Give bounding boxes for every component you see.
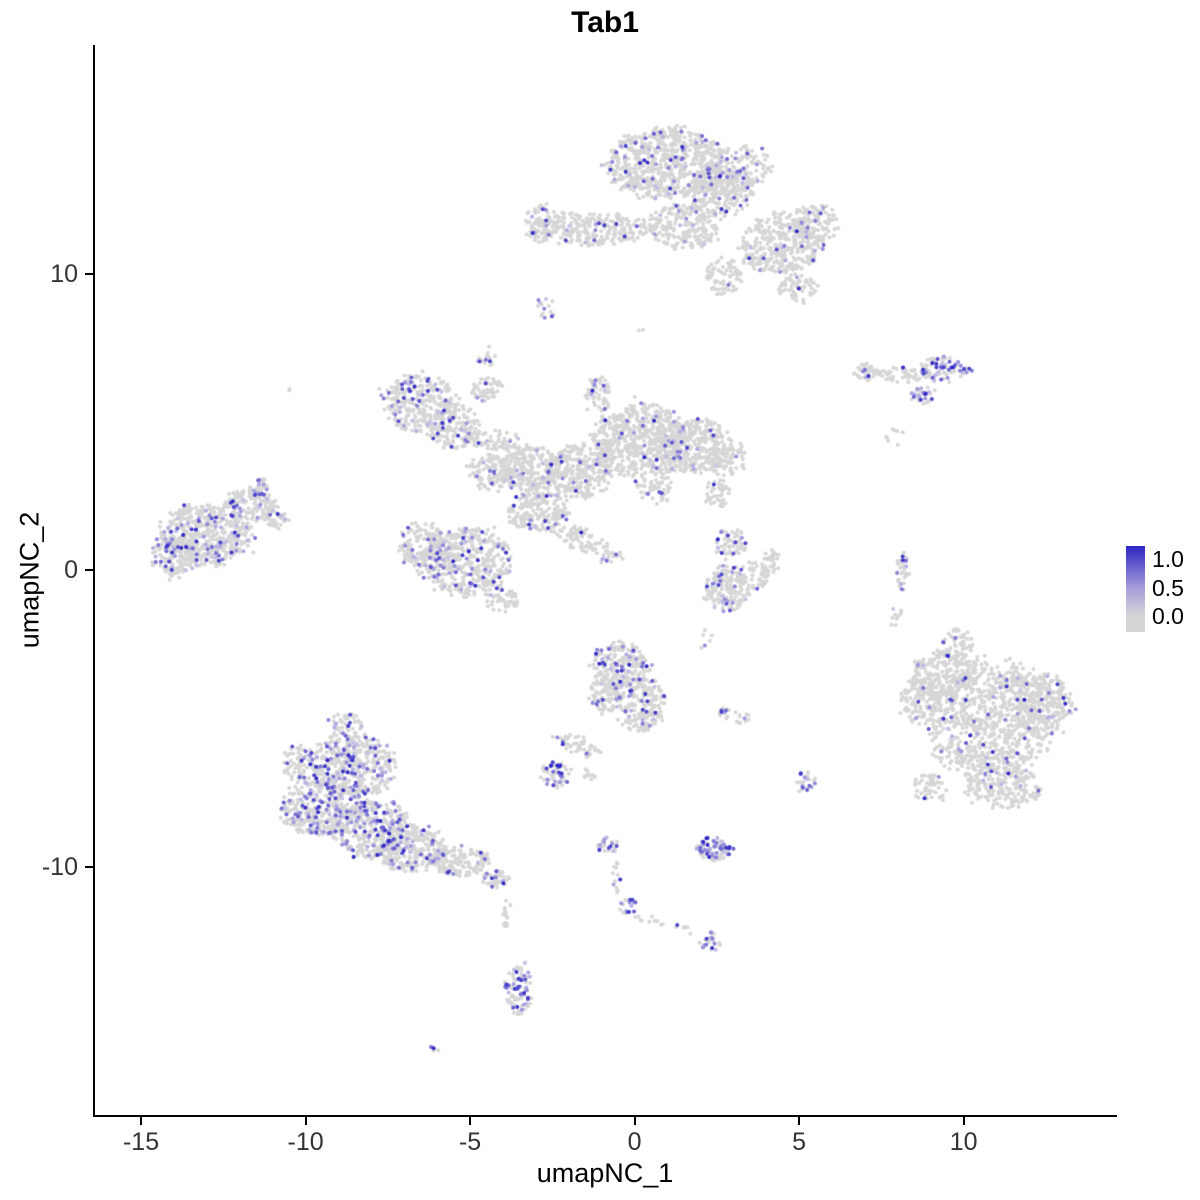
x-tick-label: 10 bbox=[949, 1128, 978, 1156]
x-tick-mark bbox=[304, 1117, 307, 1125]
x-tick-mark bbox=[962, 1117, 965, 1125]
x-tick-mark bbox=[140, 1117, 143, 1125]
colorbar-label-mid: 0.5 bbox=[1152, 574, 1184, 601]
x-tick-mark bbox=[633, 1117, 636, 1125]
y-tick-label: 10 bbox=[50, 259, 78, 288]
x-tick-label: -15 bbox=[122, 1128, 160, 1156]
scatter-points-canvas bbox=[95, 45, 1115, 1115]
x-axis-line bbox=[93, 1115, 1117, 1117]
y-axis-title: umapNC_2 bbox=[14, 511, 45, 649]
colorbar-gradient bbox=[1126, 546, 1145, 632]
colorbar-labels: 1.0 0.5 0.0 bbox=[1152, 548, 1184, 628]
y-tick-mark bbox=[85, 866, 93, 869]
colorbar-label-high: 1.0 bbox=[1152, 546, 1184, 572]
x-tick-label: 0 bbox=[627, 1128, 642, 1156]
x-tick-mark bbox=[798, 1117, 801, 1125]
x-tick-label: 5 bbox=[792, 1128, 807, 1156]
x-tick-label: -5 bbox=[458, 1128, 482, 1156]
y-tick-label: -10 bbox=[41, 853, 78, 882]
y-tick-mark bbox=[85, 272, 93, 275]
colorbar-label-low: 0.0 bbox=[1152, 603, 1184, 629]
y-tick-mark bbox=[85, 569, 93, 572]
x-tick-mark bbox=[469, 1117, 472, 1125]
x-axis-title: umapNC_1 bbox=[536, 1158, 674, 1188]
y-tick-label: 0 bbox=[64, 556, 78, 585]
x-tick-label: -10 bbox=[287, 1128, 324, 1156]
y-axis-line bbox=[93, 45, 95, 1117]
plot-title: Tab1 bbox=[571, 6, 639, 39]
